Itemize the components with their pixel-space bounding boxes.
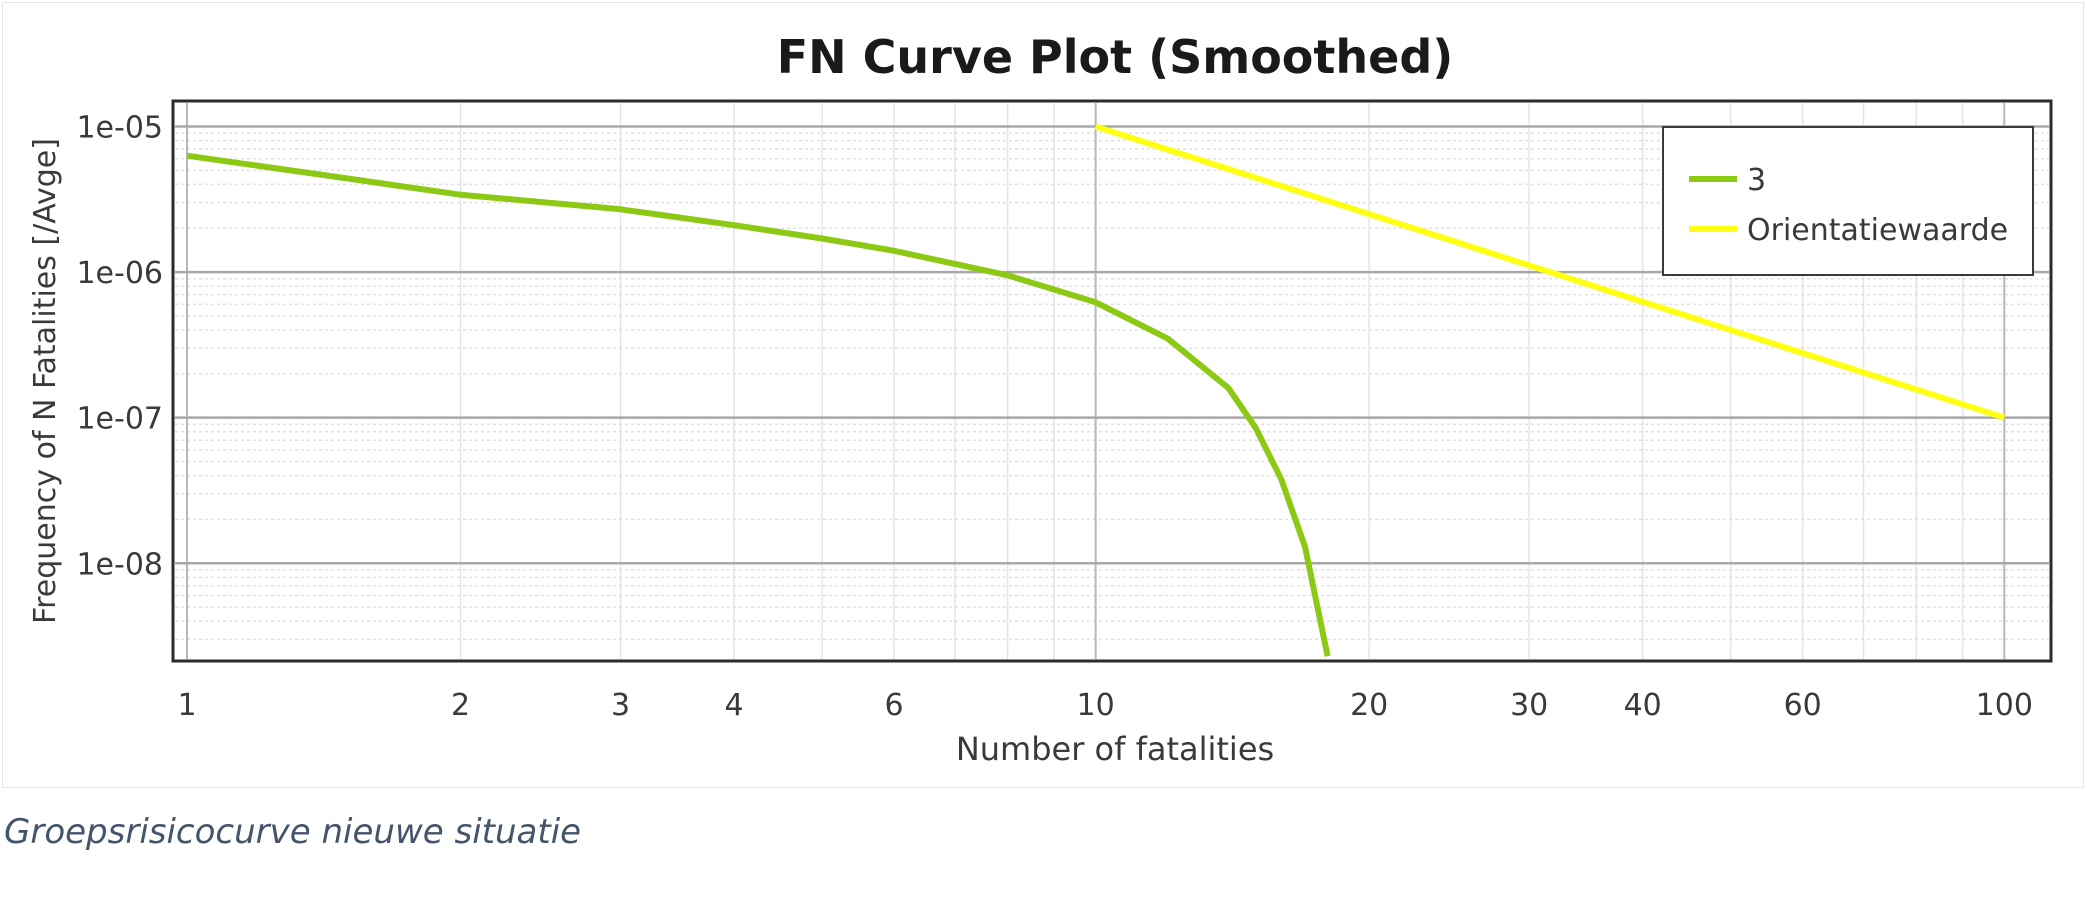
x-tick-label: 60 bbox=[1784, 688, 1822, 723]
x-tick-label: 30 bbox=[1510, 688, 1548, 723]
y-tick-label: 1e-05 bbox=[76, 110, 163, 145]
x-tick-label: 3 bbox=[611, 688, 630, 723]
legend-label-2: Orientatiewaarde bbox=[1747, 213, 2008, 248]
x-tick-label: 4 bbox=[725, 688, 744, 723]
y-tick-labels: 1e-05 1e-06 1e-07 1e-08 bbox=[76, 110, 163, 582]
series-line-1 bbox=[186, 152, 1331, 657]
plot-area-frame bbox=[171, 99, 2053, 663]
y-tick-label: 1e-07 bbox=[76, 402, 163, 437]
chart-figure: FN Curve Plot (Smoothed) 1 2 3 4 6 10 20 30 40 60… bbox=[2, 2, 2084, 788]
y-axis-label: Frequency of N Fatalities [/Avge] bbox=[28, 138, 63, 624]
y-tick-label: 1e-06 bbox=[76, 256, 163, 291]
x-tick-label: 6 bbox=[885, 688, 904, 723]
legend-label-1: 3 bbox=[1747, 163, 1766, 198]
fn-curve-chart: FN Curve Plot (Smoothed) 1 2 3 4 6 10 20 30 40 60… bbox=[28, 30, 2053, 768]
series-line-2 bbox=[1094, 123, 2006, 421]
legend-box bbox=[1662, 126, 2034, 276]
x-tick-label: 40 bbox=[1624, 688, 1662, 723]
figure-caption: Groepsrisicocurve nieuwe situatie bbox=[4, 812, 582, 852]
y-tick-label: 1e-08 bbox=[76, 547, 163, 582]
x-tick-label: 20 bbox=[1350, 688, 1388, 723]
x-tick-label: 10 bbox=[1077, 688, 1115, 723]
chart-title: FN Curve Plot (Smoothed) bbox=[777, 30, 1454, 84]
x-tick-label: 1 bbox=[177, 688, 196, 723]
series-layer bbox=[186, 123, 2006, 657]
x-tick-labels: 1 2 3 4 6 10 20 30 40 60 100 bbox=[177, 688, 2032, 723]
x-axis-label: Number of fatalities bbox=[956, 730, 1274, 768]
x-tick-label: 2 bbox=[451, 688, 470, 723]
legend: 3 Orientatiewaarde bbox=[1662, 126, 2034, 276]
x-tick-label: 100 bbox=[1976, 688, 2033, 723]
